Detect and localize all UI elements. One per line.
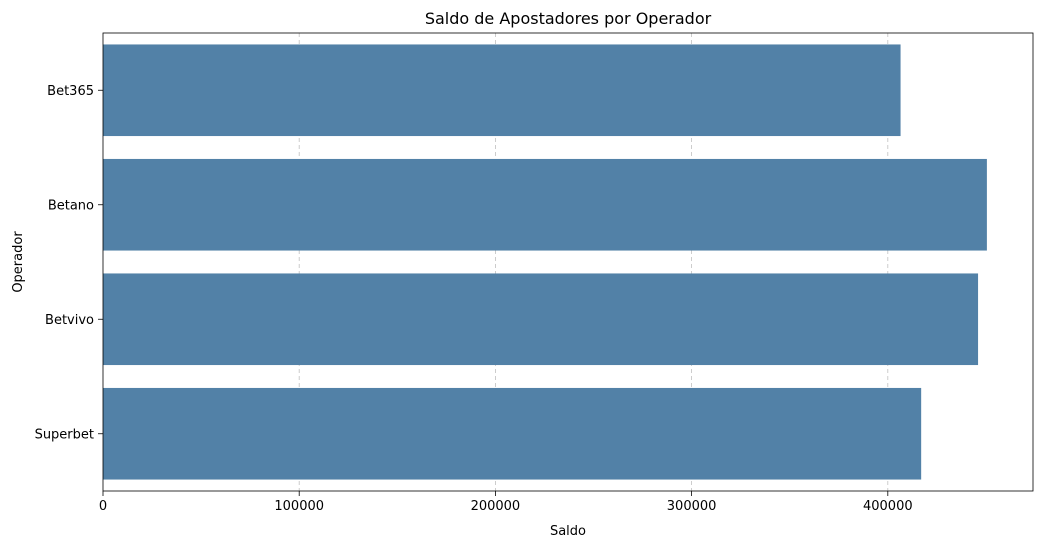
plot-frame <box>102 32 1034 492</box>
y-axis-label: Operador <box>11 231 26 293</box>
axis-ticks: 0 100000 200000 300000 400000 Bet365 Betano Bet… <box>35 84 913 514</box>
y-tick-label: Bet365 <box>47 84 94 99</box>
bar-bet365 <box>103 44 901 137</box>
x-tick-label: 400000 <box>863 499 913 514</box>
bar-superbet <box>103 387 922 480</box>
y-tick-label: Betano <box>48 198 94 213</box>
bar-betano <box>103 158 987 251</box>
chart-title: Saldo de Apostadores por Operador <box>425 9 712 28</box>
y-tick-label: Betvivo <box>45 313 94 328</box>
bar-betvivo <box>103 273 979 366</box>
bars <box>103 44 987 480</box>
y-tick-label: Superbet <box>35 427 94 442</box>
x-tick-label: 100000 <box>274 499 324 514</box>
x-tick-label: 300000 <box>667 499 717 514</box>
x-tick-label: 200000 <box>471 499 521 514</box>
x-axis-label: Saldo <box>550 524 586 539</box>
x-tick-label: 0 <box>99 499 107 514</box>
